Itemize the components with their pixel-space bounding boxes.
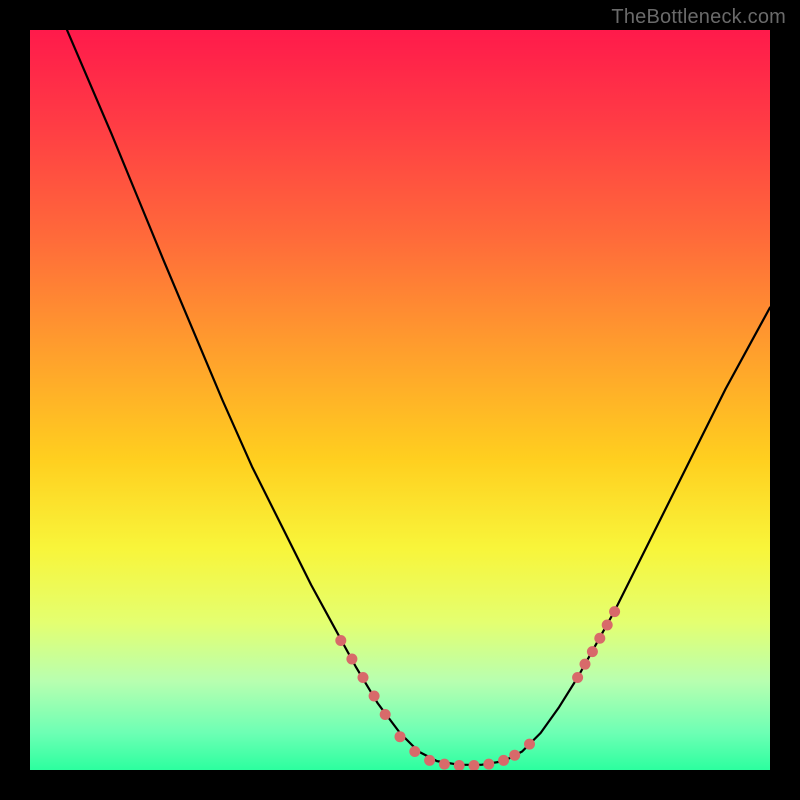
- highlight-dot: [572, 672, 583, 683]
- highlight-dot: [469, 760, 480, 770]
- highlight-dot: [395, 731, 406, 742]
- highlight-dot: [509, 750, 520, 761]
- highlight-dot: [609, 606, 620, 617]
- highlight-dot: [409, 746, 420, 757]
- highlight-dot: [369, 691, 380, 702]
- highlight-dot: [602, 619, 613, 630]
- highlight-dot: [380, 709, 391, 720]
- bottleneck-curve: [67, 30, 770, 765]
- highlight-dot: [335, 635, 346, 646]
- watermark-text: TheBottleneck.com: [611, 6, 786, 29]
- highlight-dot: [424, 755, 435, 766]
- highlight-dot: [454, 760, 465, 770]
- highlight-dot: [524, 739, 535, 750]
- highlight-dot: [587, 646, 598, 657]
- highlight-dots: [335, 606, 620, 770]
- highlight-dot: [498, 755, 509, 766]
- highlight-dot: [358, 672, 369, 683]
- highlight-dot: [580, 659, 591, 670]
- chart-svg-layer: [30, 30, 770, 770]
- highlight-dot: [594, 633, 605, 644]
- highlight-dot: [346, 654, 357, 665]
- highlight-dot: [483, 759, 494, 770]
- plot-frame: [30, 30, 770, 770]
- highlight-dot: [439, 759, 450, 770]
